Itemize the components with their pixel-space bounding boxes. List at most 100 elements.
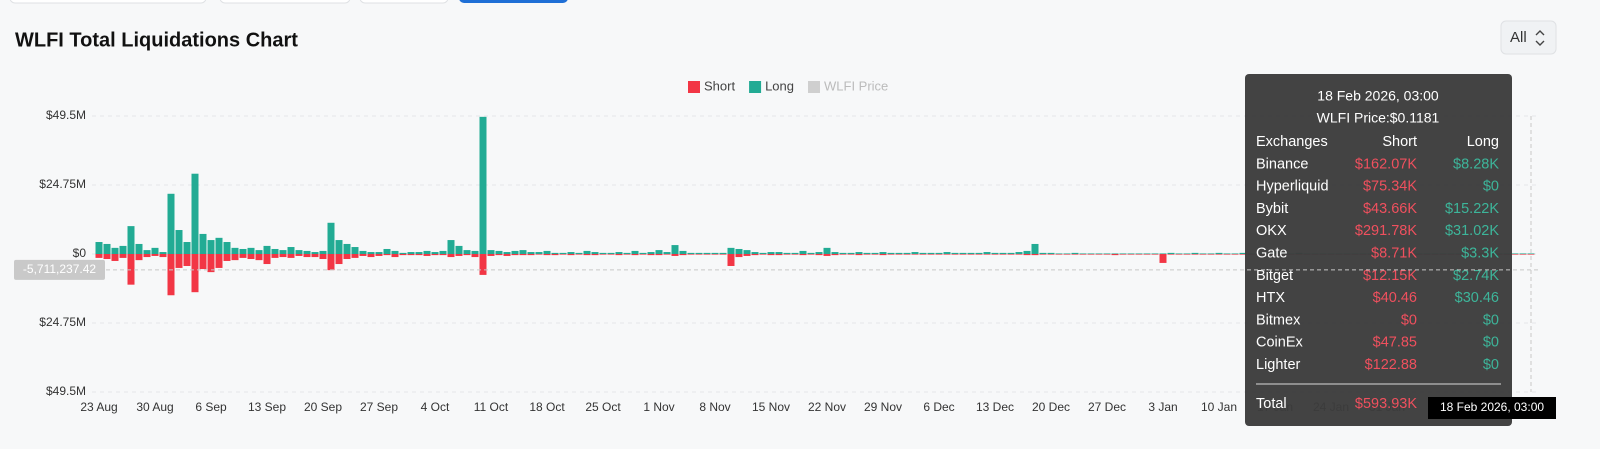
bar xyxy=(655,250,663,254)
bar xyxy=(319,254,327,260)
bar xyxy=(791,254,799,255)
bar xyxy=(759,252,767,254)
bar xyxy=(103,254,111,260)
x-tick-label: 25 Oct xyxy=(585,400,621,414)
bar xyxy=(463,254,471,256)
tooltip-cell: $0 xyxy=(1483,357,1499,373)
tooltip-cell: Bitmex xyxy=(1256,312,1301,328)
bar xyxy=(743,254,751,256)
tooltip-cell: OKX xyxy=(1256,223,1287,239)
bar xyxy=(607,254,615,255)
bar xyxy=(959,252,967,254)
tooltip-cell: Exchanges xyxy=(1256,134,1328,150)
x-tick-label: 18 Oct xyxy=(529,400,565,414)
tooltip-cell: $122.88 xyxy=(1365,357,1417,373)
bar xyxy=(295,250,303,254)
bar xyxy=(703,252,711,254)
bar xyxy=(279,250,287,254)
tab-button[interactable] xyxy=(219,0,351,4)
tooltip-cell: $47.85 xyxy=(1373,335,1417,351)
tab-button-active[interactable] xyxy=(459,0,568,3)
bar xyxy=(991,252,999,254)
bar xyxy=(311,254,319,258)
bar xyxy=(175,230,183,254)
bar xyxy=(495,254,503,256)
bar xyxy=(1231,253,1239,255)
bar xyxy=(1119,253,1127,255)
bar xyxy=(647,254,655,256)
bar xyxy=(975,254,983,255)
bar xyxy=(327,254,335,271)
bar xyxy=(351,254,359,258)
bar xyxy=(319,250,327,254)
legend-label: Short xyxy=(704,78,735,93)
bar xyxy=(735,248,743,254)
bar xyxy=(1079,254,1087,255)
y-tick-label: $49.5M xyxy=(46,108,86,122)
bar xyxy=(535,254,543,255)
bar xyxy=(263,245,271,254)
bar xyxy=(503,252,511,254)
bar xyxy=(231,247,239,254)
bar xyxy=(1199,254,1207,255)
tooltip-cell: $162.07K xyxy=(1355,156,1417,172)
chart-title: WLFI Total Liquidations Chart xyxy=(15,29,298,51)
bar xyxy=(207,240,215,254)
bar xyxy=(135,243,143,254)
bar xyxy=(919,252,927,254)
tooltip-price: WLFI Price:$0.1181 xyxy=(1317,110,1440,126)
bar xyxy=(511,250,519,254)
tooltip-cell: $12.15K xyxy=(1363,268,1417,284)
x-tick-label: 6 Sep xyxy=(195,400,227,414)
bar xyxy=(967,252,975,254)
bar xyxy=(1087,254,1095,255)
tooltip-cell: $0 xyxy=(1483,312,1499,328)
bar xyxy=(423,254,431,256)
bar xyxy=(999,252,1007,254)
bar xyxy=(303,254,311,258)
tab-button[interactable] xyxy=(9,0,207,4)
bar xyxy=(519,250,527,254)
bar xyxy=(1199,253,1207,255)
bar xyxy=(799,250,807,254)
tooltip-cell: $593.93K xyxy=(1355,396,1417,412)
tooltip-cell: Gate xyxy=(1256,246,1287,262)
bar xyxy=(735,254,743,258)
bar xyxy=(447,254,455,258)
bar xyxy=(847,252,855,254)
bar xyxy=(247,254,255,260)
bar xyxy=(543,254,551,256)
bar xyxy=(247,247,255,254)
tooltip-cell: $30.46 xyxy=(1455,290,1499,306)
select-chevron xyxy=(1535,30,1545,46)
bar xyxy=(959,254,967,255)
bar xyxy=(223,242,231,254)
bar xyxy=(759,254,767,255)
range-select[interactable] xyxy=(1500,20,1557,55)
bar xyxy=(583,254,591,256)
bar xyxy=(1055,254,1063,255)
bar xyxy=(255,254,263,261)
x-tick-label: 13 Dec xyxy=(976,400,1014,414)
bar xyxy=(287,254,295,258)
crosshair-x-label: 18 Feb 2026, 03:00 xyxy=(1440,400,1544,414)
bar xyxy=(991,254,999,255)
tooltip-cell: $75.34K xyxy=(1363,179,1417,195)
bar xyxy=(599,254,607,255)
bar xyxy=(1223,253,1231,255)
bar xyxy=(1215,254,1223,255)
bar xyxy=(1007,254,1015,255)
bar xyxy=(183,254,191,266)
bar xyxy=(1167,254,1175,255)
bar xyxy=(719,254,727,255)
bar xyxy=(143,250,151,254)
bar xyxy=(367,252,375,254)
bar xyxy=(967,254,975,255)
bar xyxy=(1239,252,1247,254)
tab-button[interactable] xyxy=(359,0,449,4)
bar xyxy=(895,252,903,254)
bar xyxy=(1031,243,1039,254)
x-tick-label: 6 Dec xyxy=(923,400,954,414)
tooltip: 18 Feb 2026, 03:00 WLFI Price:$0.1181 Exch… xyxy=(1245,74,1512,426)
bar xyxy=(911,252,919,254)
